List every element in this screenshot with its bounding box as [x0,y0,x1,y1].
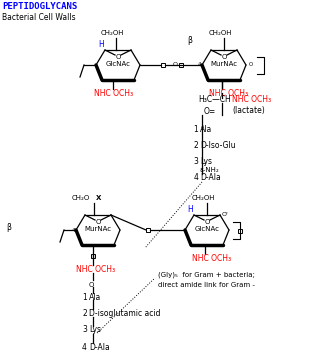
Bar [179,63,183,67]
Text: (lactate): (lactate) [232,106,265,116]
Text: O: O [95,219,101,225]
Text: β: β [6,223,11,232]
Bar [91,254,95,258]
Text: X: X [96,195,101,201]
Text: 1: 1 [82,292,87,301]
Text: NHC OCH₃: NHC OCH₃ [94,89,134,98]
Text: 3: 3 [193,158,198,166]
Text: 4: 4 [197,63,201,68]
Text: PEPTIDOGLYCANS: PEPTIDOGLYCANS [2,2,77,11]
Text: D-Ala: D-Ala [89,343,110,352]
Text: CH₂O: CH₂O [72,195,90,201]
Text: D-Iso-Glu: D-Iso-Glu [200,141,236,150]
Text: MurNAc: MurNAc [211,61,238,67]
Text: 4: 4 [193,174,198,183]
Text: D-isoglutamic acid: D-isoglutamic acid [89,309,161,318]
Text: GlcNAc: GlcNAc [106,61,130,67]
Text: β: β [188,36,192,45]
Text: NHC OCH₃: NHC OCH₃ [232,96,271,105]
Text: D-Ala: D-Ala [200,174,221,183]
Text: NHC OCH₃: NHC OCH₃ [210,89,249,98]
Text: H: H [98,40,104,49]
Text: H: H [187,205,193,214]
Bar [161,63,165,67]
Text: Lys: Lys [89,325,101,334]
Text: NHC OCH₃: NHC OCH₃ [76,265,115,274]
Text: 2: 2 [193,141,198,150]
Text: H₃C—CH: H₃C—CH [198,96,231,105]
Text: Lys: Lys [200,158,212,166]
Text: O': O' [222,213,229,218]
Bar [238,228,242,232]
Text: 4: 4 [72,227,75,232]
Text: O: O [115,54,121,60]
Text: NHC OCH₃: NHC OCH₃ [192,254,232,263]
Text: GlcNAc: GlcNAc [195,226,219,232]
Text: O: O [221,54,227,60]
Text: CH₂OH: CH₂OH [191,195,215,201]
Text: O: O [204,219,210,225]
Text: Bacterial Cell Walls: Bacterial Cell Walls [2,13,76,22]
Text: CH₂OH: CH₂OH [100,30,124,36]
Text: direct amide link for Gram -: direct amide link for Gram - [158,282,255,288]
Text: O: O [173,62,178,67]
Text: 4: 4 [82,343,87,352]
Text: Ala: Ala [89,292,101,301]
Text: CH₂OH: CH₂OH [208,30,232,36]
Text: O=: O= [204,106,216,116]
Text: 1: 1 [193,126,198,135]
Text: MurNAc: MurNAc [85,226,112,232]
Text: Ala: Ala [200,126,212,135]
Text: ε-NH₂: ε-NH₂ [200,167,220,173]
Text: (Gly)₅  for Gram + bacteria;: (Gly)₅ for Gram + bacteria; [158,272,255,279]
Text: 2: 2 [82,309,87,318]
Bar [146,228,150,232]
Text: 3: 3 [82,325,87,334]
Text: O: O [88,282,94,288]
Text: O: O [249,63,253,68]
